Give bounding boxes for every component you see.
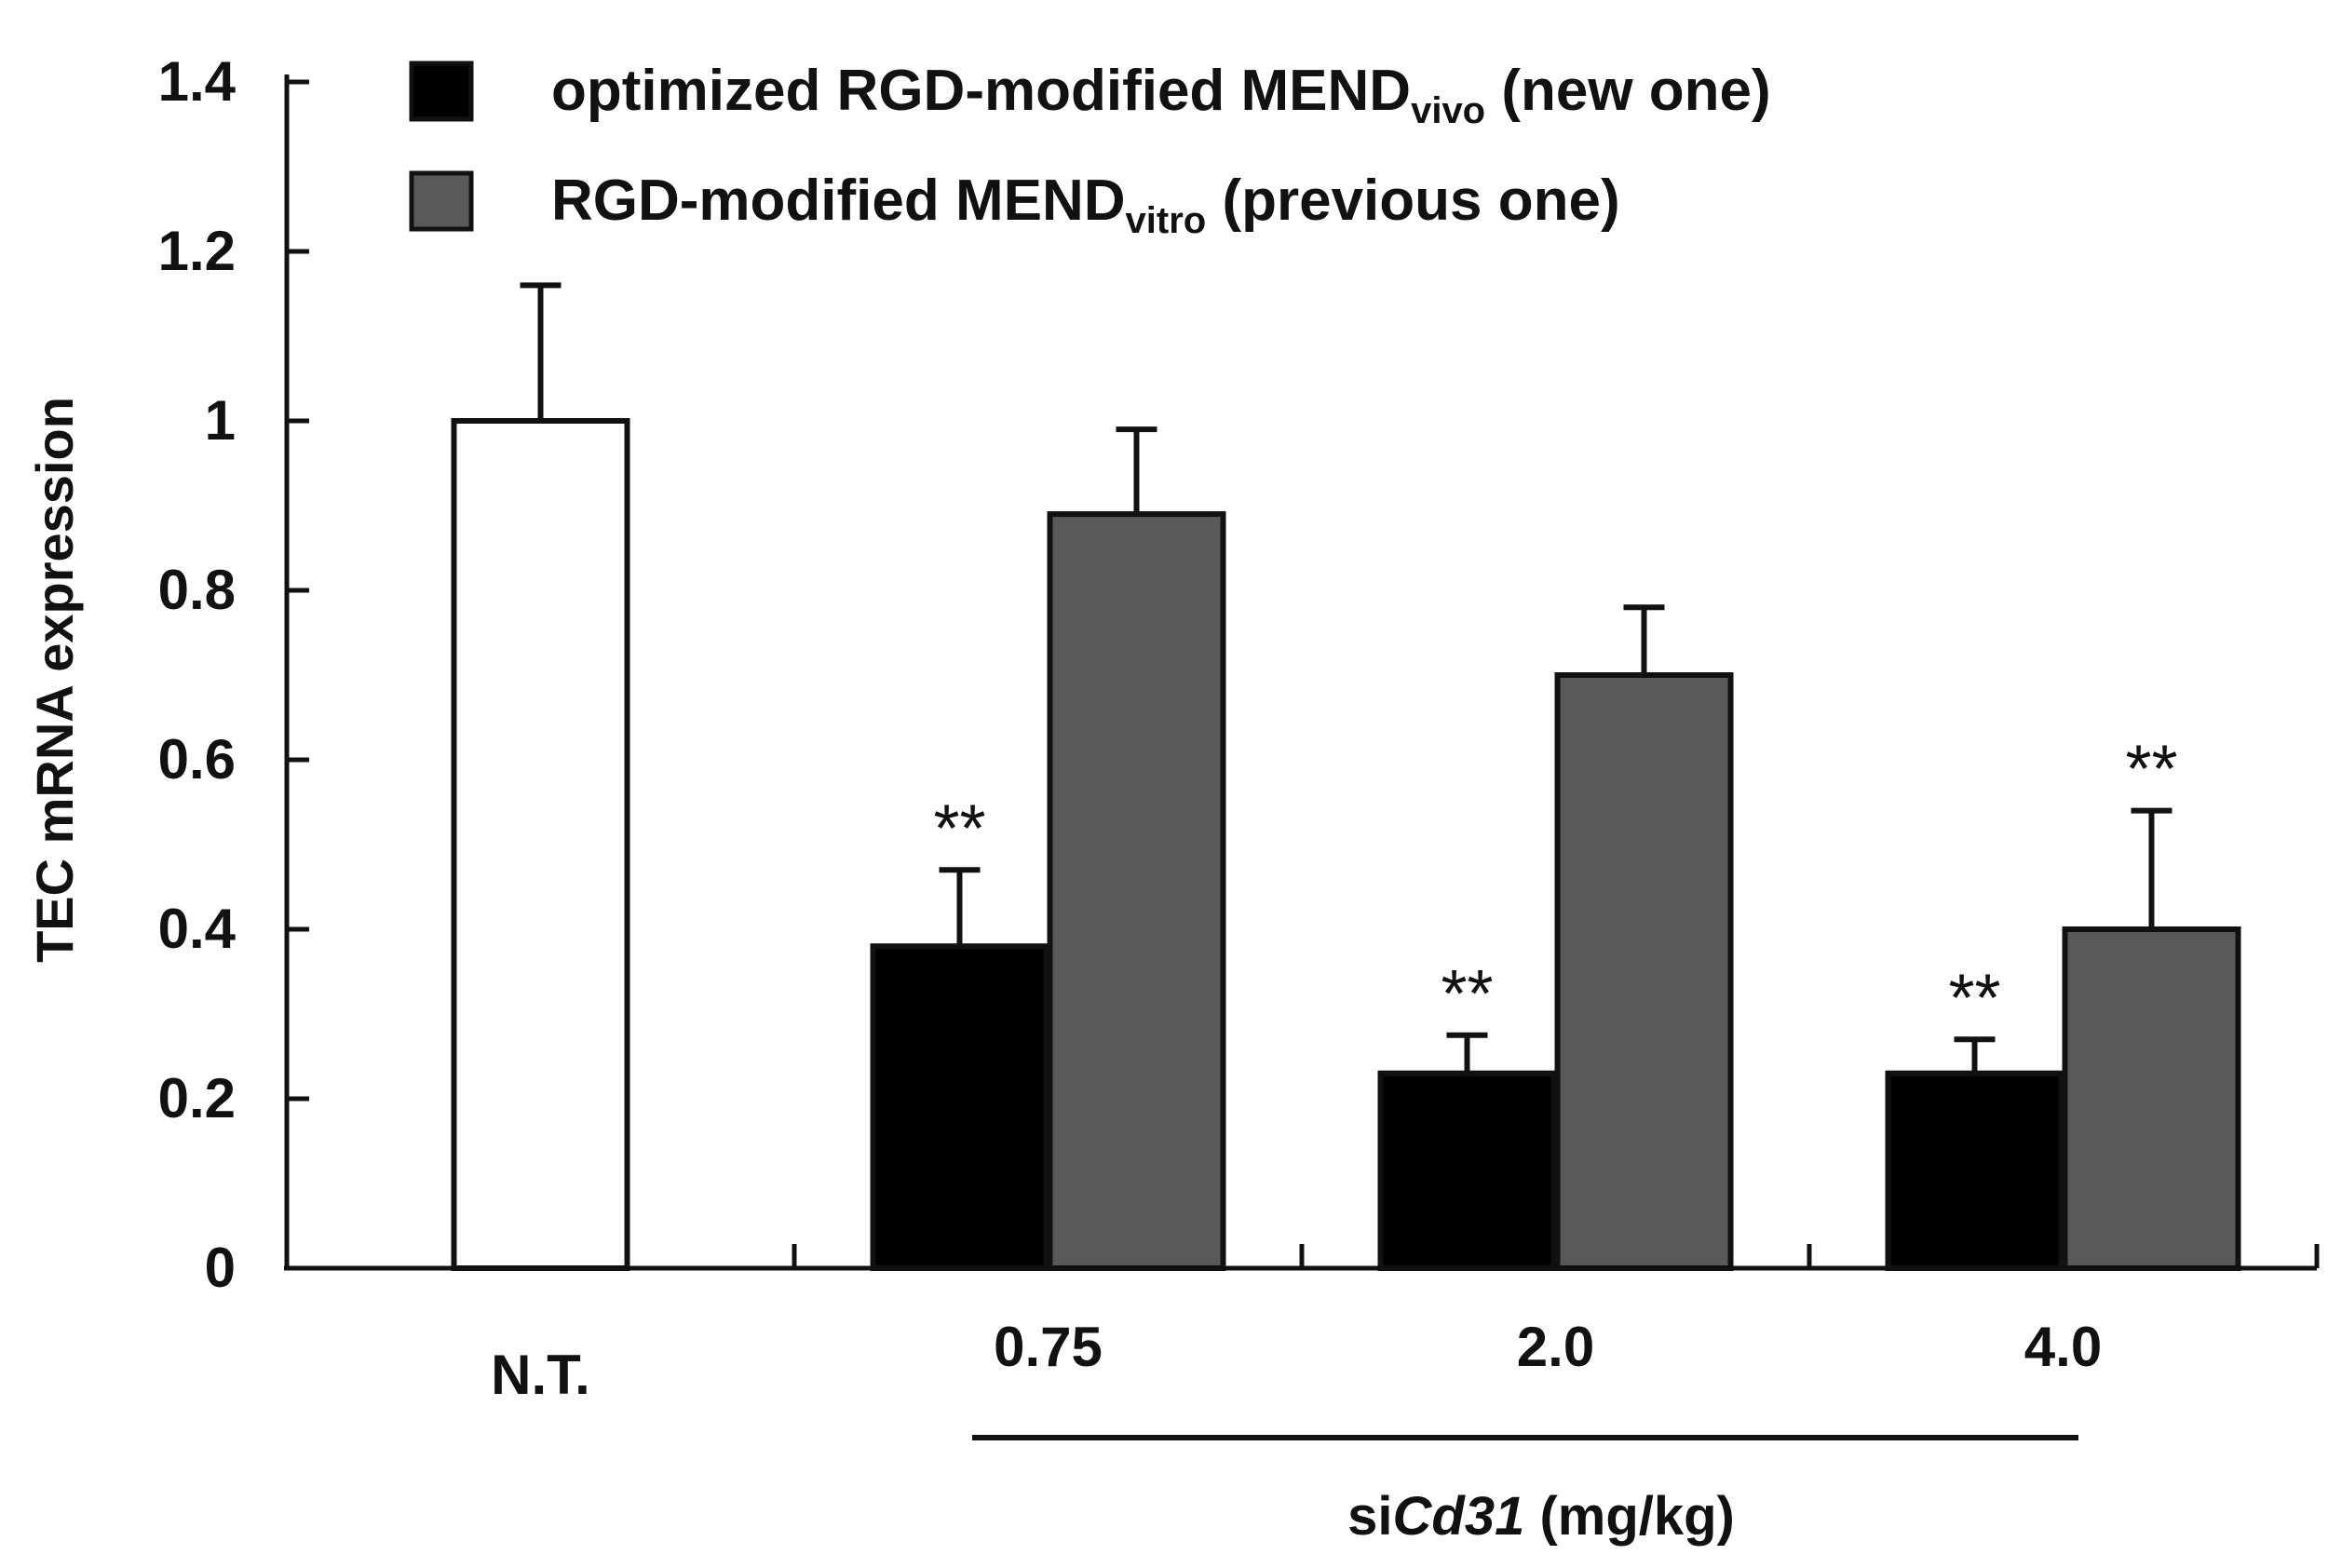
legend: optimized RGD-modified MENDvivo (new one… <box>409 59 1771 241</box>
legend-label: RGD-modified MENDvitro (previous one) <box>551 169 1620 241</box>
x-tick-label: N.T. <box>491 1344 590 1406</box>
significance-marker: ** <box>1441 957 1493 1032</box>
x-tick-label: 4.0 <box>2024 1316 2102 1378</box>
bars: ** ** ** ** <box>451 282 2241 1271</box>
bar-series-previous <box>1554 672 1734 1271</box>
x-tick-label: 2.0 <box>1517 1316 1594 1378</box>
x-tick-label: 0.75 <box>994 1316 1103 1378</box>
significance-marker: ** <box>2125 733 2177 807</box>
y-tick-label: 0 <box>205 1237 236 1299</box>
legend-swatch <box>409 170 474 232</box>
y-tick-label: 1 <box>205 389 236 452</box>
y-tick-label: 1.2 <box>158 220 236 282</box>
significance-marker: ** <box>933 791 985 866</box>
legend-label: optimized RGD-modified MENDvivo (new one… <box>551 59 1771 131</box>
bar-series-previous <box>2062 926 2241 1271</box>
x-axis-label-gene: Cd31 <box>1393 1486 1525 1547</box>
legend-swatch <box>409 61 474 122</box>
bar-series-new <box>1885 1070 2064 1271</box>
x-axis-label-suffix: (mg/kg) <box>1524 1486 1735 1547</box>
y-tick-label: 1.4 <box>158 50 237 113</box>
x-axis-label-prefix: si <box>1347 1486 1392 1547</box>
y-axis-ticks: 0 0.2 0.4 0.6 0.8 1 1.2 1.4 <box>158 50 309 1299</box>
bar-series-previous <box>1047 511 1226 1271</box>
y-tick-label: 0.6 <box>158 728 236 791</box>
y-tick-label: 0.2 <box>158 1067 236 1129</box>
y-tick-label: 0.4 <box>158 898 237 960</box>
y-tick-label: 0.8 <box>158 559 236 621</box>
x-axis-category-labels: N.T. 0.75 2.0 4.0 <box>491 1244 2320 1406</box>
bar-series-new <box>870 943 1049 1271</box>
y-axis-label: TEC mRNA expression <box>25 397 84 963</box>
bar-control <box>451 418 630 1271</box>
significance-marker: ** <box>1948 961 2000 1035</box>
x-axis-label: siCd31 (mg/kg) <box>1347 1486 1735 1547</box>
bar-series-new <box>1377 1070 1557 1271</box>
